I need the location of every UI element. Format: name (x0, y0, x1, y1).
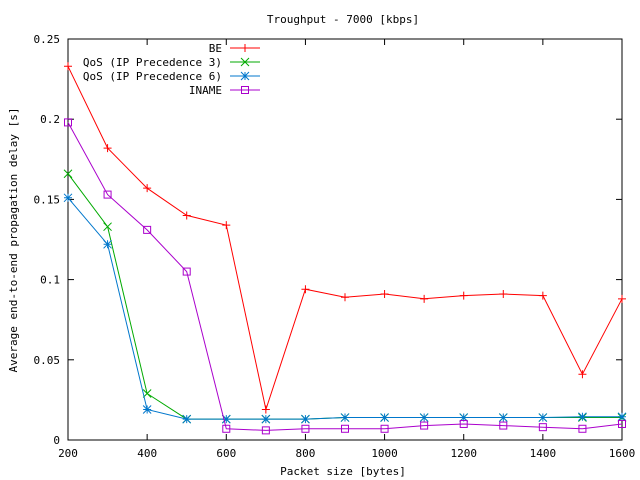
y-tick-label: 0.25 (34, 33, 61, 46)
axes: 200 400 600 800 1000 1200 1400 1600 0 0.05 0.1 0.15… (34, 33, 636, 460)
legend-marker (241, 86, 249, 94)
legend-label: INAME (189, 84, 222, 97)
x-axis-label: Packet size [bytes] (280, 465, 406, 478)
legend-label: QoS (IP Precedence 3) (83, 56, 222, 69)
data-point (340, 413, 350, 422)
data-point (103, 144, 112, 153)
data-point (142, 405, 152, 414)
data-point (617, 412, 627, 422)
data-point (380, 290, 389, 299)
chart-title: Troughput - 7000 [kbps] (267, 13, 419, 26)
data-point (380, 413, 389, 422)
series-line (67, 122, 623, 431)
y-tick-label: 0 (53, 434, 60, 447)
data-point (420, 421, 429, 430)
y-tick-label: 0.1 (40, 274, 60, 287)
legend-marker (240, 71, 250, 81)
data-point (380, 424, 389, 433)
legend-label: BE (209, 42, 222, 55)
data-point (261, 414, 271, 424)
data-point (63, 169, 73, 179)
data-point (341, 424, 349, 433)
data-point (221, 414, 231, 424)
data-point (222, 424, 231, 433)
data-point (182, 414, 192, 424)
y-axis-label: Average end-to-end propagation delay [s] (7, 108, 20, 373)
data-point (578, 412, 587, 422)
y-tick-label: 0.2 (40, 113, 60, 126)
data-point (64, 118, 72, 127)
data-point (459, 419, 468, 428)
x-tick-label: 200 (58, 447, 78, 460)
y-tick-label: 0.15 (34, 193, 61, 206)
data-point (301, 424, 310, 433)
data-point (341, 293, 349, 302)
data-point (143, 225, 152, 234)
data-point (538, 291, 547, 300)
data-point (578, 370, 587, 379)
data-point (618, 294, 626, 303)
x-tick-label: 1600 (609, 447, 636, 460)
data-point (103, 190, 112, 199)
x-tick-label: 600 (216, 447, 236, 460)
data-point (182, 211, 191, 220)
data-point (538, 413, 548, 422)
data-point (459, 291, 468, 300)
data-point (63, 193, 73, 203)
x-tick-label: 1000 (371, 447, 398, 460)
series-group (63, 193, 627, 424)
data-point (499, 290, 508, 299)
data-point (498, 413, 508, 422)
legend-label: QoS (IP Precedence 6) (83, 70, 222, 83)
data-point (142, 389, 152, 398)
data-point (182, 267, 191, 276)
data-point (143, 184, 152, 193)
data-point (578, 424, 587, 433)
x-tick-label: 800 (295, 447, 315, 460)
series-layer (63, 62, 627, 435)
series-group (64, 118, 626, 435)
x-tick-label: 1400 (530, 447, 557, 460)
x-tick-label: 1200 (450, 447, 477, 460)
y-tick-label: 0.05 (34, 354, 61, 367)
x-tick-label: 400 (137, 447, 157, 460)
data-point (499, 421, 508, 430)
legend-marker (241, 44, 249, 52)
data-point (419, 413, 429, 422)
plot-border (67, 38, 623, 441)
data-point (64, 62, 72, 71)
data-point (301, 285, 310, 294)
data-point (459, 413, 469, 422)
data-point (420, 294, 429, 303)
data-point (301, 414, 310, 424)
data-point (618, 419, 626, 428)
data-point (261, 405, 270, 414)
data-point (103, 239, 112, 249)
series-line (67, 66, 623, 412)
series-group (64, 62, 626, 414)
data-point (261, 426, 270, 435)
legend-marker (240, 57, 250, 67)
data-point (222, 221, 231, 230)
data-point (103, 222, 112, 232)
data-point (538, 423, 547, 432)
